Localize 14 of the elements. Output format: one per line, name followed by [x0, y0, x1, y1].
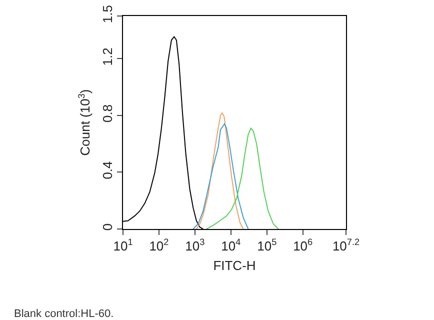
x-tick-label: 10$^{4}$ — [221, 237, 241, 254]
y-tick-label: 0.8 — [100, 104, 115, 122]
x-axis-title: FITC-H — [213, 258, 256, 274]
text: Blank control:HL-60. — [14, 308, 114, 320]
y-tick-label: 1.5 — [100, 5, 115, 24]
y-tick-label: 0.4 — [100, 161, 115, 180]
x-tick-label: 10$^{5}$ — [257, 237, 277, 254]
x-tick-label: 10$^{2}$ — [149, 237, 169, 254]
x-tick-label: 10$^{6}$ — [293, 237, 313, 254]
y-tick-label: 0 — [100, 223, 115, 231]
x-tick-label: 10$^{7.2}$ — [332, 237, 360, 254]
x-tick-label: 10$^{1}$ — [113, 237, 133, 254]
y-tick-label: 1.2 — [100, 48, 115, 66]
x-tick-label: 10$^{3}$ — [185, 237, 205, 254]
